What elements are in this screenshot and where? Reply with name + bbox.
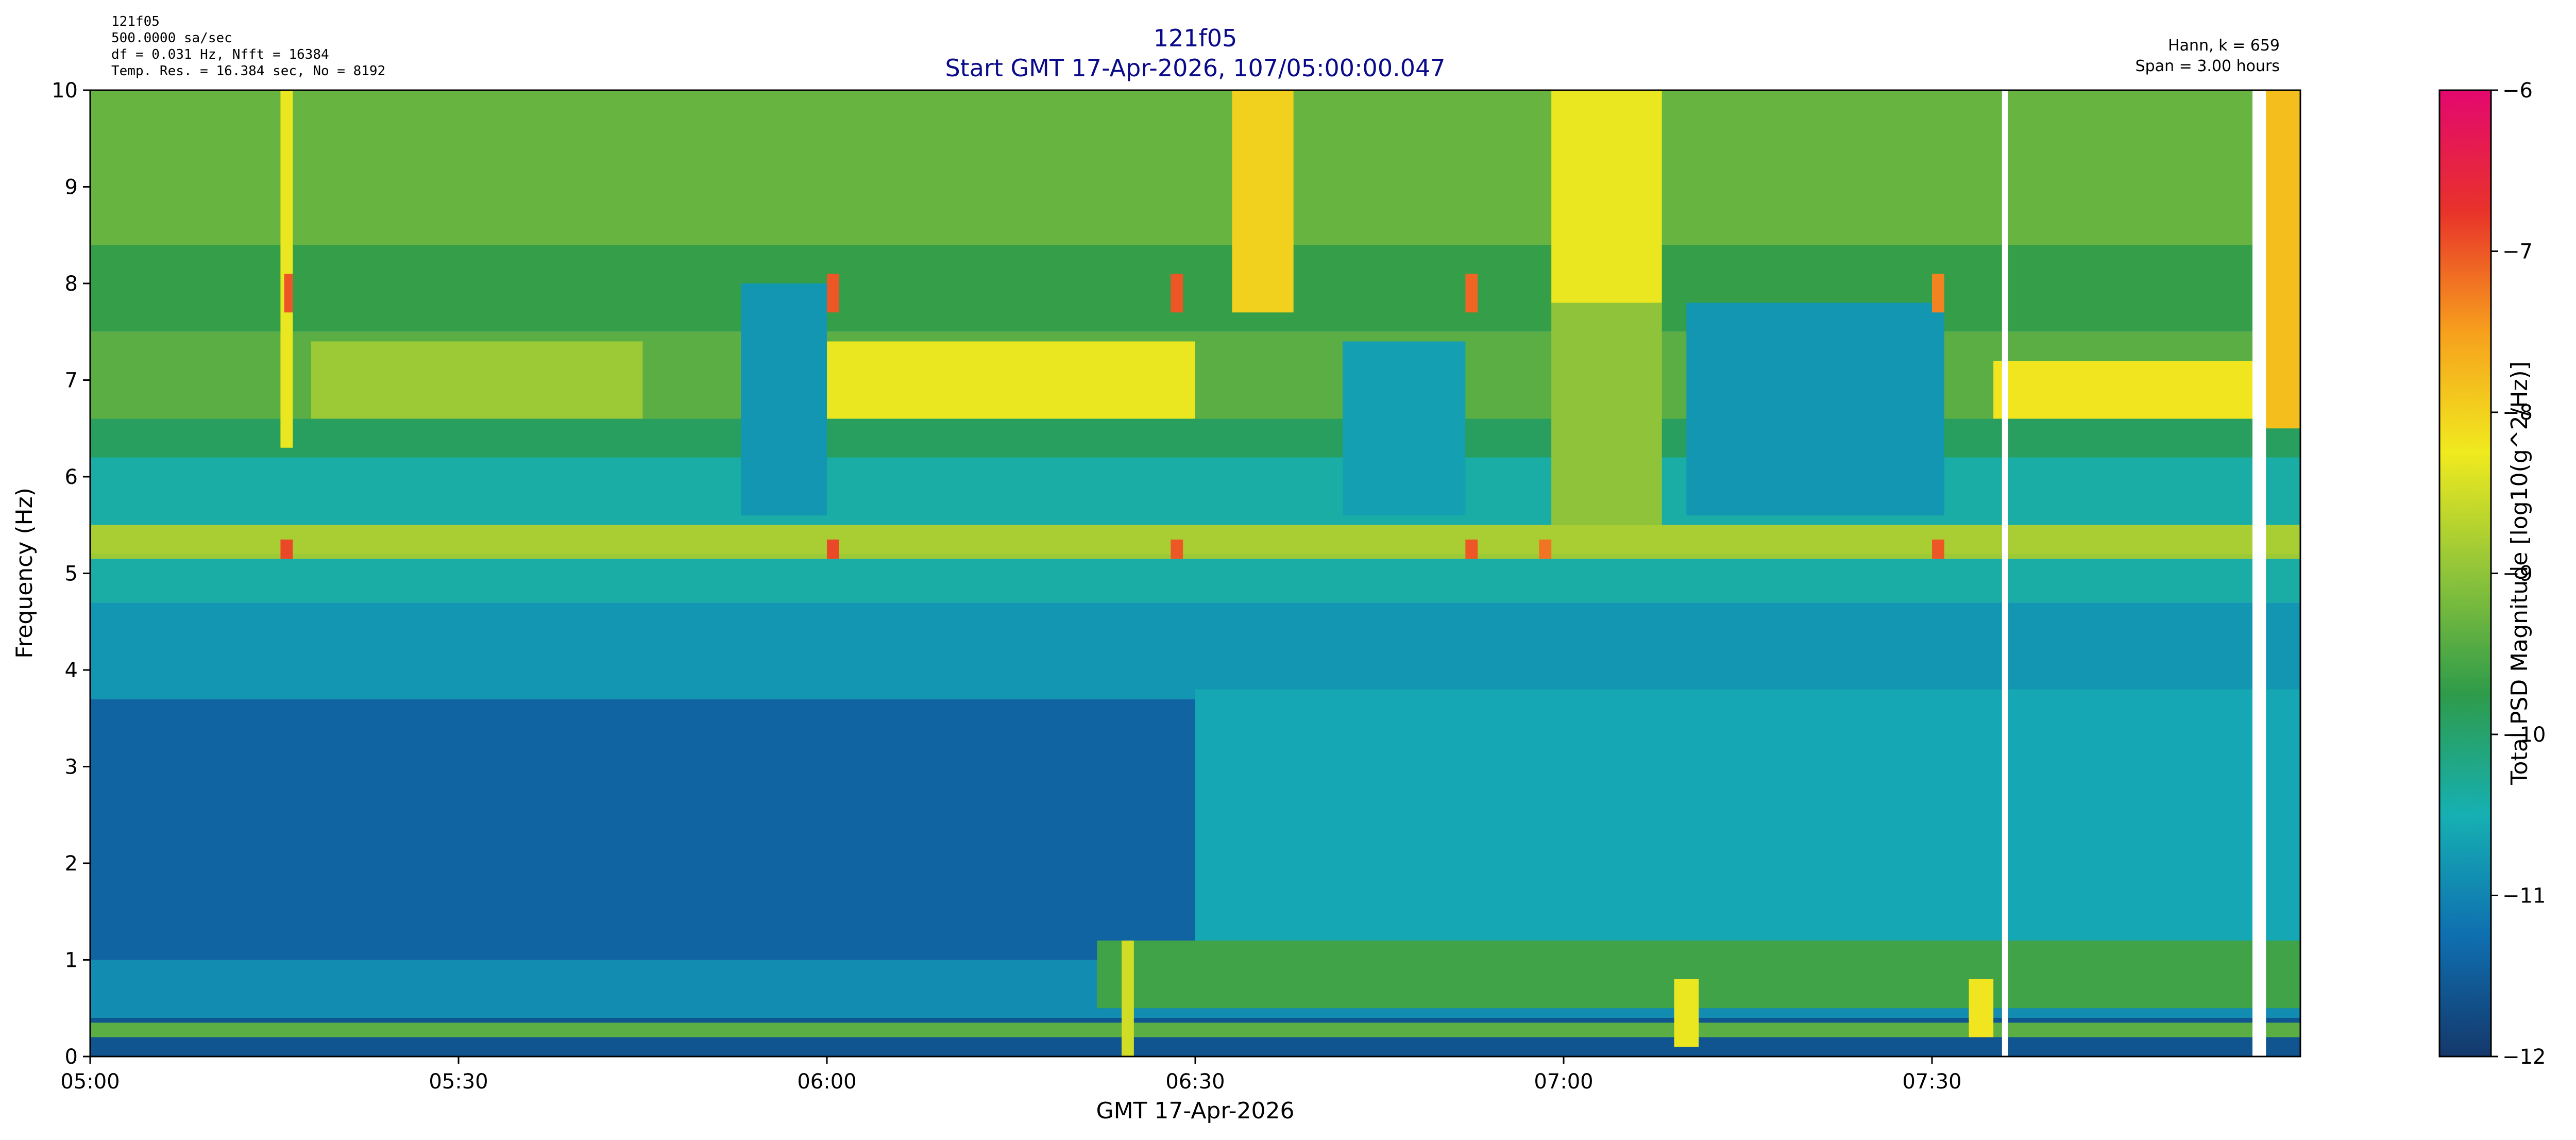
- heatmap-feature: [1343, 341, 1466, 515]
- heatmap-feature: [827, 539, 839, 559]
- heatmap-feature: [1465, 274, 1478, 313]
- y-tick-label: 8: [65, 272, 78, 296]
- colorbar-tick-label: −8: [2502, 401, 2533, 425]
- heatmap-feature: [827, 341, 1195, 419]
- colorbar-gradient: [2439, 90, 2491, 1057]
- colorbar-tick-label: −9: [2502, 562, 2533, 586]
- heatmap-feature: [1932, 539, 1944, 559]
- data-gap: [2002, 90, 2008, 1057]
- y-tick-label: 7: [65, 369, 78, 393]
- heatmap-feature: [90, 525, 2300, 554]
- heatmap-feature: [1551, 90, 1662, 303]
- x-tick-label: 05:30: [429, 1070, 488, 1094]
- info-line-source: 121f05: [111, 14, 160, 29]
- data-gaps: [2002, 90, 2266, 1057]
- colorbar-tick-label: −11: [2502, 884, 2546, 908]
- y-tick-label: 10: [52, 79, 78, 103]
- heatmap-feature: [741, 283, 827, 515]
- y-tick-label: 9: [65, 176, 78, 199]
- colorbar-label: Total PSD Magnitude [log10(g^2/Hz)]: [2506, 361, 2533, 785]
- window-info: Hann, k = 659: [2168, 37, 2280, 55]
- heatmap-feature: [1993, 361, 2300, 419]
- info-block: 121f05 500.0000 sa/sec df = 0.031 Hz, Nf…: [111, 14, 385, 79]
- heatmap-feature: [1932, 274, 1944, 313]
- heatmap-feature: [2266, 90, 2300, 429]
- x-tick-label: 06:00: [797, 1070, 856, 1094]
- colorbar: [2439, 90, 2491, 1057]
- heatmap-feature: [1171, 274, 1183, 313]
- heatmap-feature: [1122, 941, 1134, 1057]
- heatmap-feature: [1195, 689, 2300, 941]
- colorbar-tick-label: −6: [2502, 79, 2533, 103]
- heatmap-feature: [280, 90, 293, 448]
- data-gap: [2252, 90, 2266, 1057]
- chart-title: 121f05: [1154, 24, 1238, 52]
- heatmap-band: [90, 457, 2300, 525]
- info-line-sample-rate: 500.0000 sa/sec: [111, 30, 232, 46]
- heatmap-feature: [1539, 539, 1552, 559]
- x-axis-label: GMT 17-Apr-2026: [1096, 1098, 1295, 1124]
- span-info: Span = 3.00 hours: [2136, 57, 2280, 75]
- heatmap-feature: [1969, 979, 1994, 1037]
- heatmap-feature: [284, 274, 293, 313]
- heatmap-band: [90, 602, 2300, 699]
- heatmap-feature: [280, 539, 293, 559]
- y-tick-label: 4: [65, 659, 78, 682]
- heatmap-feature: [90, 1022, 2300, 1037]
- x-axis-ticks: 05:00 05:30 06:00 06:30 07:00 07:30: [60, 1057, 1962, 1094]
- x-tick-label: 07:30: [1902, 1070, 1961, 1094]
- info-line-df-nfft: df = 0.031 Hz, Nfft = 16384: [111, 47, 329, 62]
- heatmap-band: [90, 245, 2300, 332]
- heatmap-band: [90, 418, 2300, 458]
- colorbar-ticks: −12 −11 −10 −9 −8 −7 −6: [2491, 79, 2546, 1069]
- heatmap-feature: [1686, 303, 1944, 515]
- heatmap-band: [90, 559, 2300, 602]
- heatmap-feature: [1171, 539, 1183, 559]
- info-line-temp-res: Temp. Res. = 16.384 sec, No = 8192: [111, 63, 385, 79]
- heatmap-feature: [1232, 90, 1294, 313]
- y-tick-label: 2: [65, 852, 78, 876]
- heatmap-feature: [1674, 979, 1699, 1047]
- heatmap-feature: [1551, 303, 1662, 525]
- y-tick-label: 0: [65, 1045, 78, 1069]
- y-axis-ticks: 0 1 2 3 4 5 6 7 8 9 10: [52, 79, 90, 1069]
- spectrogram-heatmap: [90, 90, 2300, 1057]
- colorbar-tick-label: −12: [2502, 1045, 2546, 1069]
- chart-subtitle: Start GMT 17-Apr-2026, 107/05:00:00.047: [945, 54, 1445, 82]
- y-axis-label: Frequency (Hz): [11, 488, 38, 659]
- heatmap-feature: [1465, 539, 1478, 559]
- heatmap-feature: [311, 341, 643, 419]
- y-tick-label: 6: [65, 465, 78, 489]
- y-tick-label: 5: [65, 562, 78, 586]
- y-tick-label: 3: [65, 756, 78, 779]
- heatmap-feature: [827, 274, 839, 313]
- y-tick-label: 1: [65, 949, 78, 973]
- colorbar-tick-label: −7: [2502, 240, 2533, 264]
- colorbar-tick-label: −10: [2502, 723, 2546, 747]
- x-tick-label: 06:30: [1165, 1070, 1225, 1094]
- x-tick-label: 05:00: [60, 1070, 120, 1094]
- x-tick-label: 07:00: [1534, 1070, 1593, 1094]
- heatmap-band: [90, 90, 2300, 245]
